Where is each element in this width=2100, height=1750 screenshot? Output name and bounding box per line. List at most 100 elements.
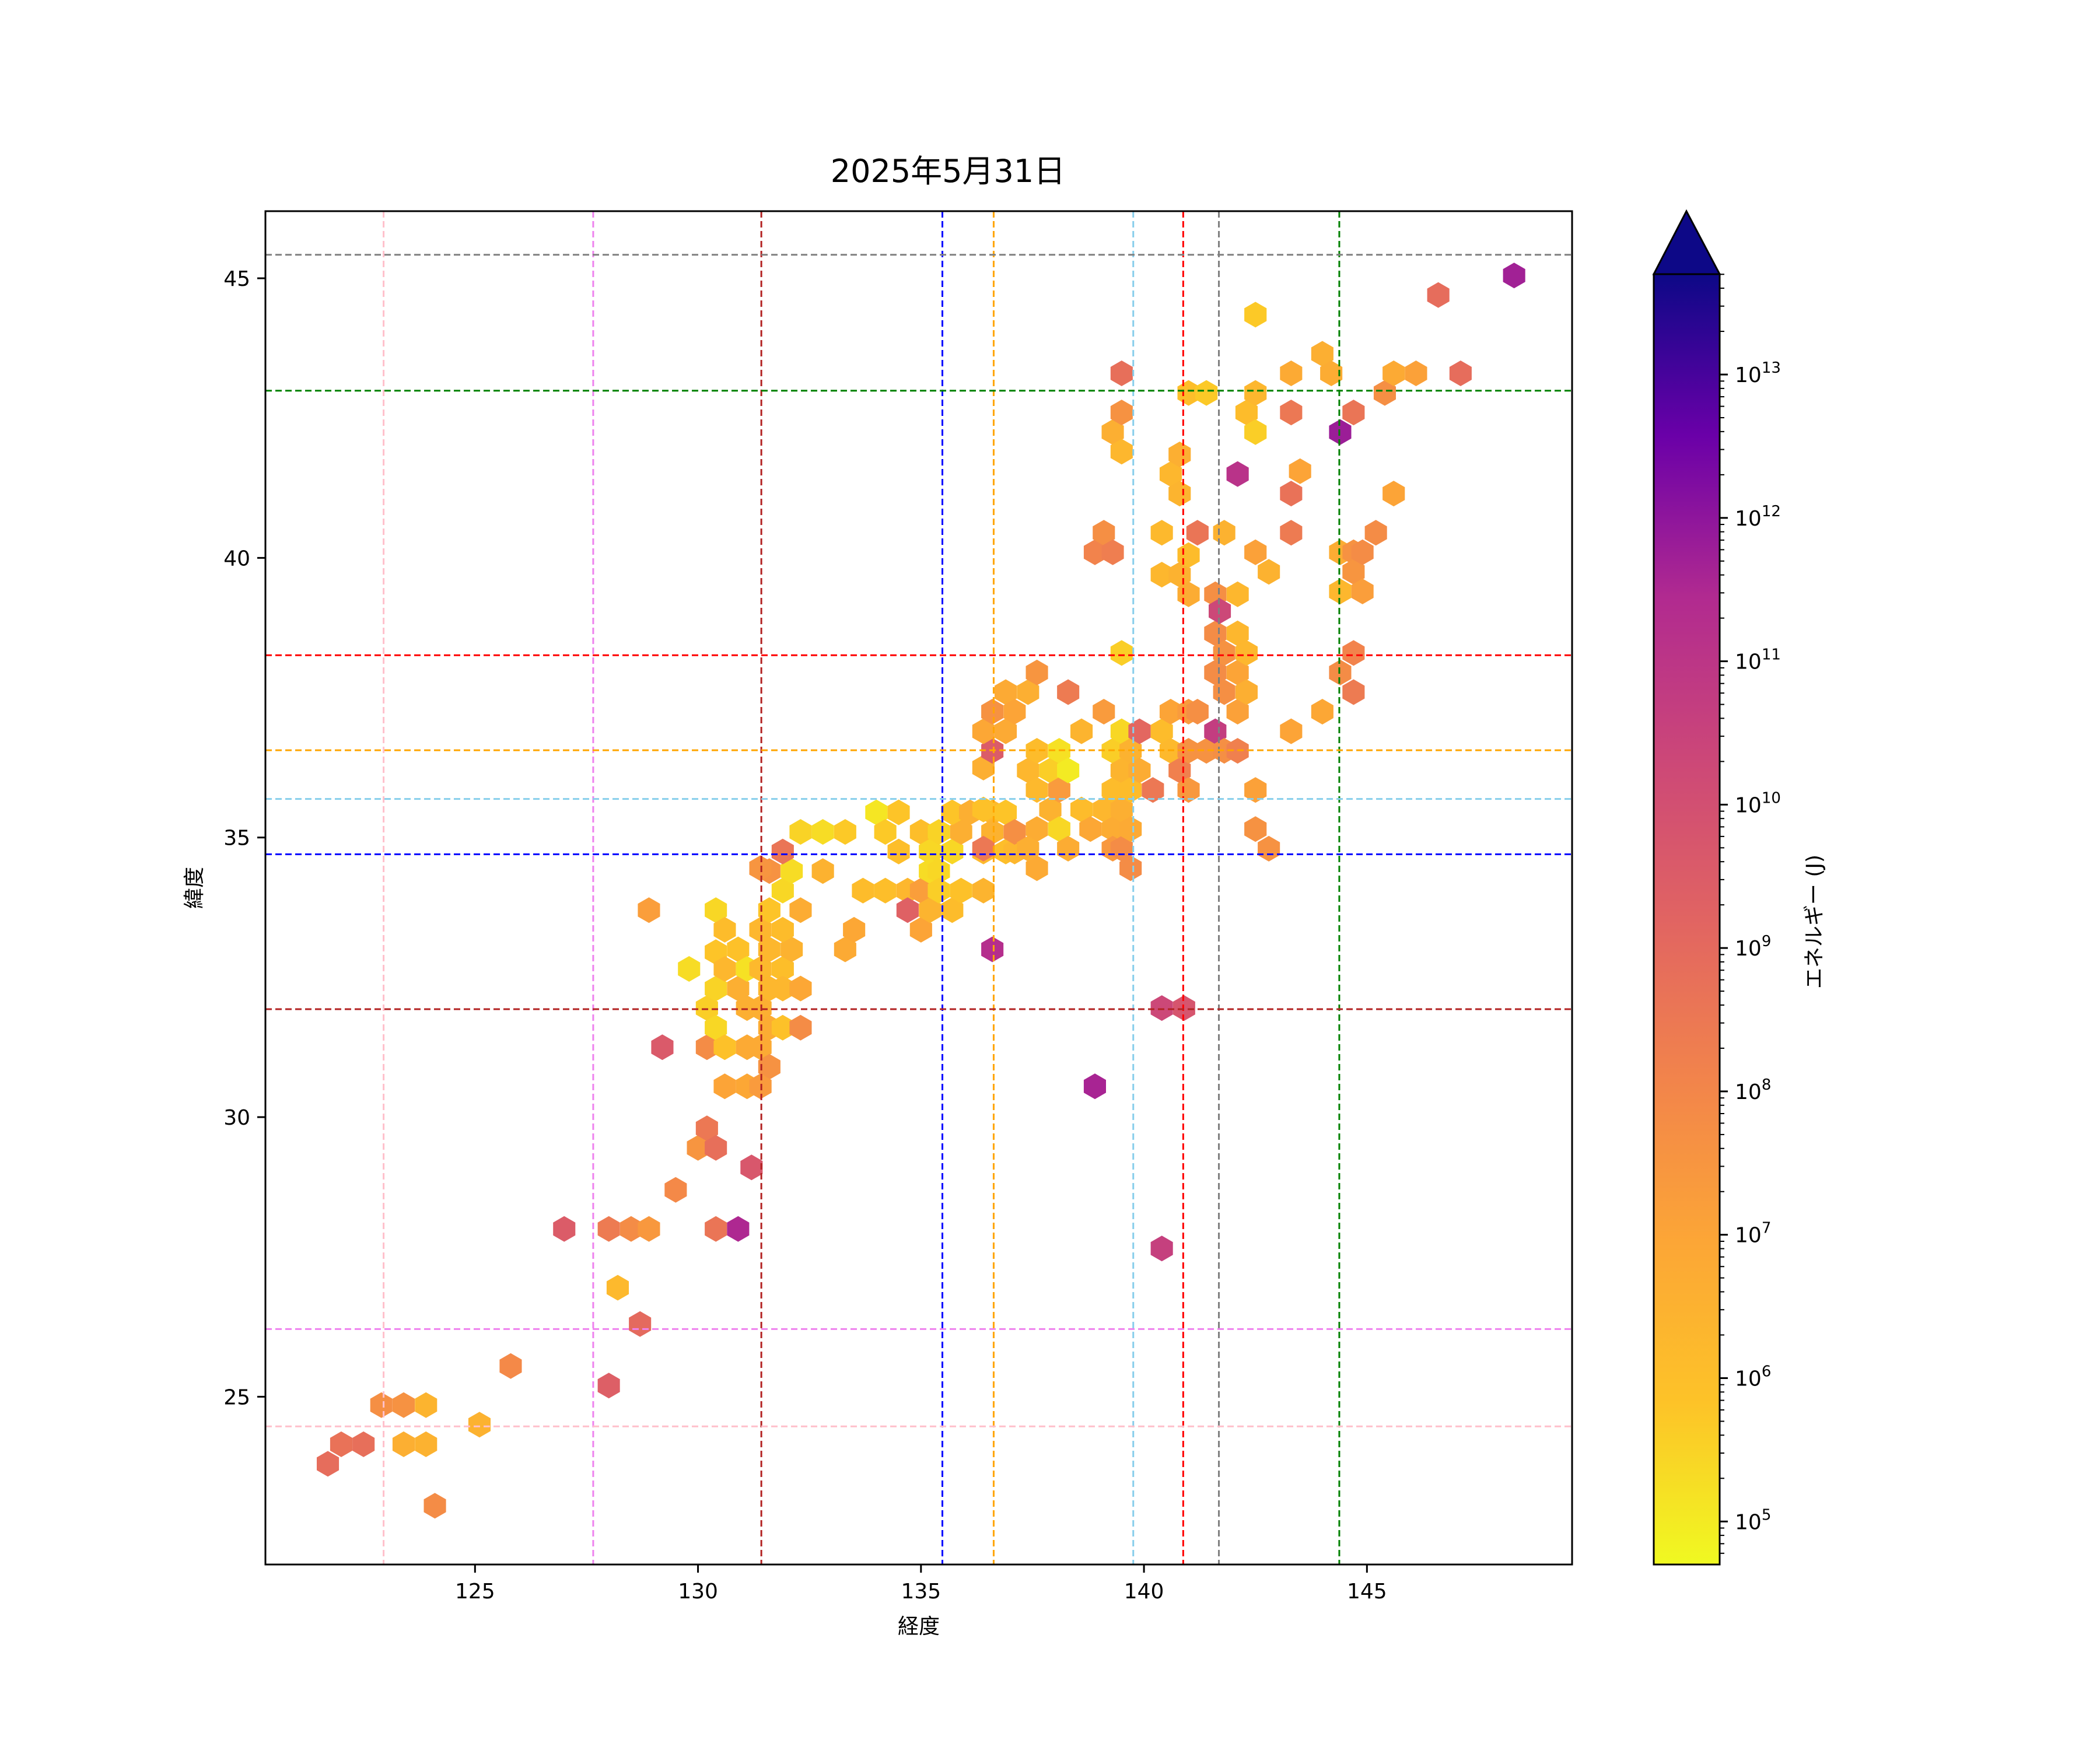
hexbin-cell — [687, 1135, 709, 1161]
hexbin-cell — [1311, 699, 1334, 724]
hexbin-cell — [1329, 419, 1352, 445]
hexbin-cell — [1311, 341, 1334, 367]
hexbin-cell — [1150, 562, 1173, 588]
hexbin-cell — [629, 1311, 652, 1337]
hexbin-cell — [1226, 461, 1249, 487]
hexbin-cell — [771, 956, 794, 982]
hexbin-cell — [1503, 262, 1525, 289]
hexbin-cell — [1186, 699, 1209, 724]
hexbin-cell — [972, 835, 995, 862]
hexbin-cell — [1119, 777, 1142, 803]
hexbin-cell — [330, 1431, 352, 1457]
hexbin-cell — [1057, 757, 1080, 783]
hexbin-cell — [1039, 757, 1062, 783]
hexbin-cell — [392, 1392, 415, 1418]
hexbin-cell — [1226, 620, 1249, 646]
hexbin-cell — [1280, 520, 1303, 546]
hexbin-cell — [758, 1054, 780, 1080]
hexbin-cell — [865, 799, 888, 825]
hexbin-cell — [727, 975, 750, 1002]
hexbin-cell — [749, 916, 772, 943]
hexbin-cell — [1070, 796, 1093, 822]
hexbin-cell — [950, 877, 972, 904]
hexbin-cell — [713, 916, 736, 943]
hexbin-cell — [1351, 578, 1374, 604]
hexbin-cell — [1213, 520, 1236, 546]
hexbin-cell — [1026, 777, 1048, 803]
colorbar-extend-arrow — [1652, 209, 1721, 275]
hexbin-cell — [834, 936, 856, 963]
hexbin-cell — [981, 699, 1004, 724]
x-axis-label: 経度 — [898, 1615, 940, 1639]
hexbin-cell — [1204, 659, 1227, 685]
hexbin-cell — [950, 819, 972, 845]
hexbin-cell — [1244, 777, 1267, 803]
hexbin-cell — [909, 819, 932, 845]
hexbin-cell — [415, 1392, 438, 1418]
hexbin-cell — [896, 897, 919, 923]
colorbar: 105 106 107 108 109 1010 1011 1012 1013 エネルギー (J… — [1652, 209, 1826, 1566]
hexbin-cell — [1093, 699, 1115, 724]
hexbin-cell — [620, 1216, 642, 1242]
chart-title: 2025年5月31日 — [831, 153, 1066, 190]
hexbin-cell — [1329, 659, 1352, 685]
colorbar-label: エネルギー (J) — [1803, 855, 1826, 989]
hexbin-cell — [1209, 598, 1231, 624]
hexbin-cell — [1244, 539, 1267, 565]
hexbin-cell — [1093, 796, 1115, 822]
hexbin-cell — [1244, 380, 1267, 406]
hexbin-cell — [749, 855, 772, 881]
hexbin-cell — [1142, 777, 1164, 803]
y-axis-label: 緯度 — [183, 867, 206, 909]
hexbin-cell — [789, 819, 812, 845]
hexbin-cell — [811, 858, 834, 884]
hexbin-cell — [941, 799, 964, 825]
y-tick-label: 25 — [223, 1385, 250, 1409]
hexbin-cell — [1373, 380, 1396, 406]
colorbar-tick-label: 1011 — [1735, 646, 1781, 674]
hexbin-cell — [771, 916, 794, 943]
hexbin-cell — [1079, 816, 1102, 842]
hexbin-cell — [638, 897, 660, 923]
hexbin-cell — [1026, 816, 1048, 842]
x-tick-label: 125 — [455, 1580, 495, 1604]
hexbin-cell — [713, 1034, 736, 1060]
hexbin-cell — [1244, 419, 1267, 445]
hexbin-cell — [1186, 520, 1209, 546]
hexbin-cell — [1226, 659, 1249, 685]
hexbin-cell — [941, 897, 964, 923]
hexbin-cell — [727, 1216, 750, 1242]
hexbin-cell — [995, 718, 1017, 744]
hexbin-cell — [651, 1034, 674, 1060]
hexbin-cell — [887, 799, 910, 825]
hexbin-cell — [705, 1216, 727, 1242]
colorbar-tick-label: 109 — [1735, 933, 1771, 961]
hexbin-cell — [749, 956, 772, 982]
hexbin-cell — [1026, 855, 1048, 881]
hexbin-cell — [771, 877, 794, 904]
hexbin-cell — [1342, 559, 1365, 585]
hexbin-cell — [972, 796, 995, 822]
colorbar-tick-label: 106 — [1735, 1363, 1771, 1391]
hexbin-cell — [1195, 380, 1218, 406]
y-tick-label: 30 — [223, 1106, 250, 1130]
hexbin-cell — [1382, 481, 1405, 507]
colorbar-tick-label: 108 — [1735, 1076, 1771, 1104]
colorbar-tick-label: 107 — [1735, 1220, 1771, 1248]
hexbin-cell — [1057, 679, 1080, 705]
colorbar-tick-label: 1010 — [1735, 789, 1781, 817]
hexbin-cell — [1026, 738, 1048, 764]
hexbin-cell — [424, 1493, 446, 1519]
hexbin-cell — [1083, 1073, 1106, 1100]
hexbin-cell — [919, 838, 942, 864]
colorbar-gradient — [1653, 273, 1721, 1566]
hexbin-cell — [1039, 796, 1062, 822]
hexbin-cell — [1226, 581, 1249, 607]
hexbin-cell — [749, 1034, 772, 1060]
hexbin-cell — [713, 1073, 736, 1100]
hexbin-cell — [789, 897, 812, 923]
hexbin-cell — [1168, 757, 1191, 783]
hexbin-cell — [1017, 679, 1040, 705]
hexbin-cell — [1235, 400, 1258, 426]
hexbin-cell — [499, 1353, 522, 1379]
